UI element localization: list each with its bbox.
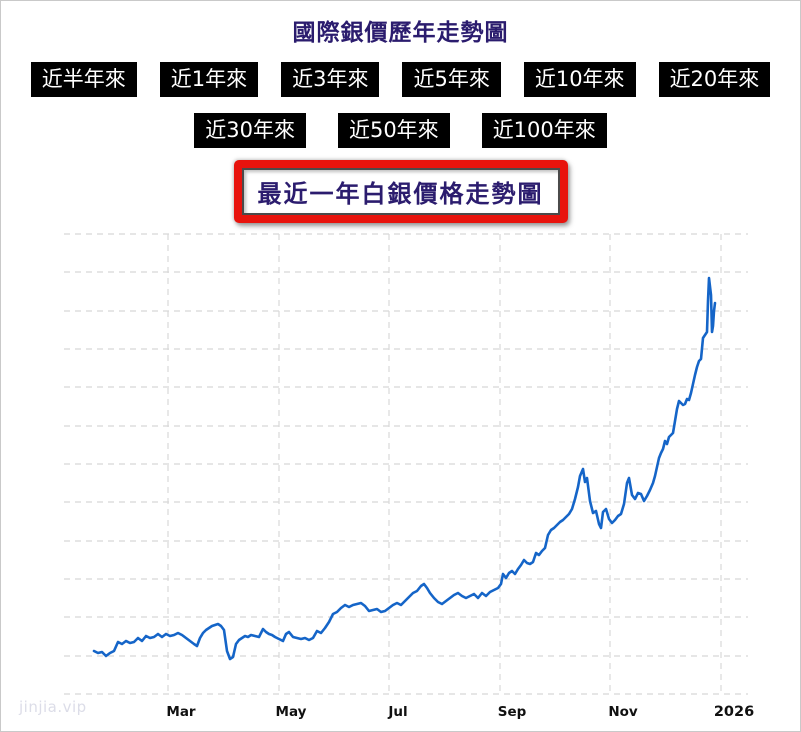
chart-title: 最近一年白銀價格走勢圖 bbox=[257, 180, 544, 208]
button-50-year[interactable]: 近50年來 bbox=[337, 113, 450, 149]
silver-price-chart: Mar May Jul Sep Nov 2026 bbox=[64, 233, 754, 720]
button-10-year[interactable]: 近10年來 bbox=[523, 62, 636, 98]
button-30-year[interactable]: 近30年來 bbox=[194, 113, 306, 149]
x-axis-tick-label: Jul bbox=[387, 704, 407, 720]
watermark: jinjia.vip bbox=[19, 698, 87, 716]
button-5-year[interactable]: 近5年來 bbox=[402, 62, 501, 98]
button-1-year[interactable]: 近1年來 bbox=[159, 62, 259, 98]
page-title: 國際銀價歷年走勢圖 bbox=[292, 20, 509, 46]
button-half-year[interactable]: 近半年來 bbox=[30, 62, 137, 98]
silver-price-line bbox=[92, 276, 717, 661]
button-100-year[interactable]: 近100年來 bbox=[481, 113, 607, 149]
x-axis-tick-label: Nov bbox=[608, 704, 638, 720]
x-axis-tick-label: Sep bbox=[498, 704, 527, 720]
button-3-year[interactable]: 近3年來 bbox=[281, 62, 380, 98]
x-axis-tick-label: Mar bbox=[166, 704, 196, 720]
time-range-row-1: 近半年來 近1年來 近3年來 近5年來 近10年來 近20年來 bbox=[1, 62, 800, 98]
x-axis-tick-label: May bbox=[276, 704, 307, 720]
time-range-row-2: 近30年來 近50年來 近100年來 bbox=[1, 113, 800, 149]
x-axis-tick-label: 2026 bbox=[714, 704, 754, 720]
chart-title-inner-frame: 最近一年白銀價格走勢圖 bbox=[241, 168, 560, 215]
chart-title-highlight-box: 最近一年白銀價格走勢圖 bbox=[233, 160, 568, 223]
button-20-year[interactable]: 近20年來 bbox=[658, 62, 771, 98]
